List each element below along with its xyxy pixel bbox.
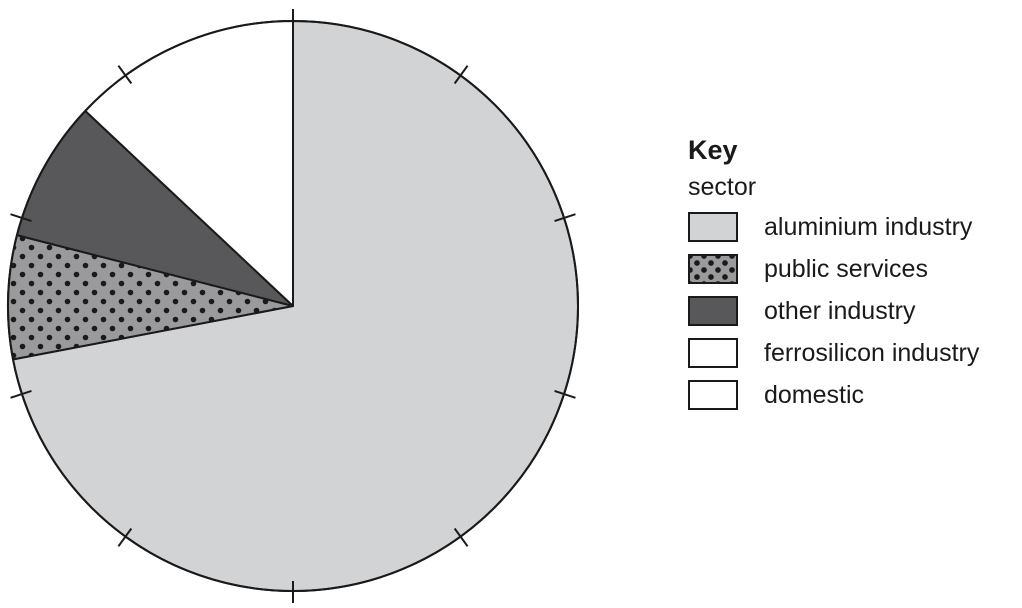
legend-swatch <box>688 296 738 326</box>
legend-subtitle: sector <box>688 173 757 201</box>
legend-label: ferrosilicon industry <box>764 338 980 367</box>
pie-tick-mark <box>117 65 133 85</box>
legend-title: Key <box>688 135 738 165</box>
pie-tick-mark <box>453 527 469 547</box>
legend-label: other industry <box>764 296 916 325</box>
pie-tick-mark <box>10 390 32 399</box>
legend-item: ferrosilicon industry <box>688 332 979 374</box>
legend-label: public services <box>764 254 928 283</box>
legend-swatch <box>688 212 738 242</box>
pie-tick-mark <box>554 390 576 399</box>
legend-swatch <box>688 254 738 284</box>
legend-item: aluminium industry <box>688 206 979 248</box>
legend-item: other industry <box>688 290 979 332</box>
legend-swatch <box>688 380 738 410</box>
pie-tick-mark <box>453 65 469 85</box>
legend-label: domestic <box>764 380 865 409</box>
legend-item: public services <box>688 248 979 290</box>
legend-item: domestic <box>688 374 979 416</box>
pie-tick-mark <box>10 213 32 222</box>
legend: Key sector aluminium industry public serv… <box>688 134 979 416</box>
legend-label: aluminium industry <box>764 212 973 241</box>
legend-swatch <box>688 338 738 368</box>
pie-tick-mark <box>117 527 133 547</box>
pie-tick-mark <box>554 213 576 222</box>
